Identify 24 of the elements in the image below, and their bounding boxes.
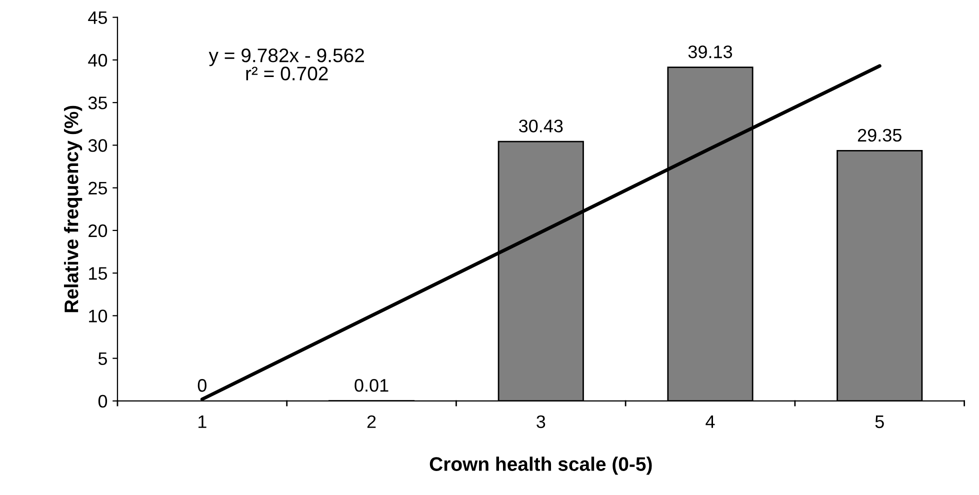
x-tick-label: 5: [875, 416, 884, 428]
y-tick-label: 20: [88, 224, 108, 238]
x-tick-label: 2: [367, 415, 376, 428]
y-tick-label: 40: [88, 54, 108, 67]
x-tick-label: 1: [198, 416, 206, 428]
y-tick-label: 10: [89, 310, 108, 322]
data-label: 29.35: [858, 128, 902, 142]
y-tick-label: 25: [88, 182, 108, 195]
y-axis-title: Relative frequency (%): [64, 106, 82, 312]
y-tick-label: 35: [88, 96, 108, 110]
data-label: 30.43: [518, 120, 563, 132]
y-tick-label: 15: [89, 267, 108, 280]
data-label: 39.13: [688, 45, 732, 58]
annotation: r² = 0.702: [246, 66, 328, 80]
x-tick-label: 3: [536, 415, 546, 428]
y-tick-label: 45: [88, 11, 108, 24]
annotation: y = 9.782x - 9.562: [208, 48, 364, 66]
y-tick-label: 5: [98, 352, 107, 366]
y-tick-label: 0: [98, 394, 108, 408]
data-label: 0: [198, 379, 206, 392]
x-axis-title: Crown health scale (0-5): [430, 456, 652, 475]
y-tick-label: 30: [88, 139, 108, 152]
x-tick-label: 4: [706, 416, 715, 428]
data-label: 0.01: [354, 378, 388, 392]
